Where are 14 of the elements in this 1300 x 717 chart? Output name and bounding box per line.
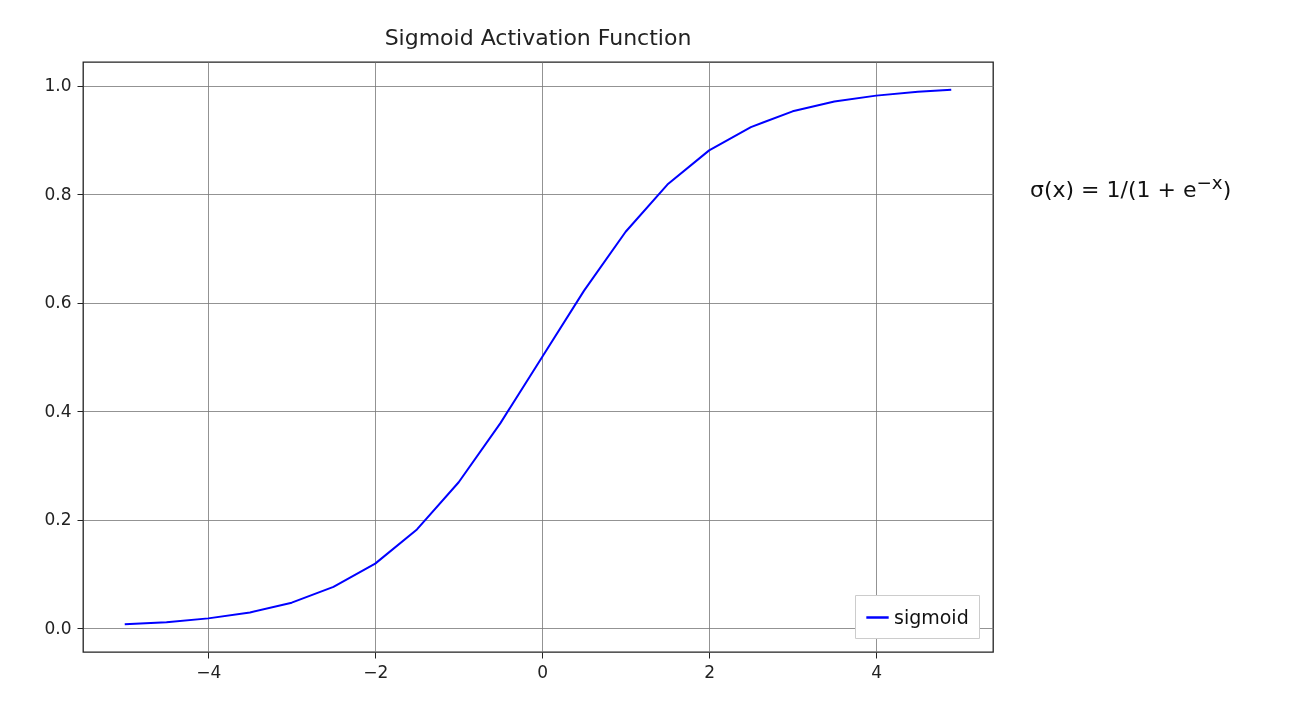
y-tick-label: 0.6 xyxy=(44,292,72,313)
y-tick-label: 1.0 xyxy=(44,75,72,96)
x-tick-label: −4 xyxy=(196,661,222,682)
chart-title: Sigmoid Activation Function xyxy=(384,25,692,50)
x-tick-label: 2 xyxy=(704,661,716,682)
text: σ(x) = 1/(1 + e$^{−x}$) xyxy=(1030,172,1232,203)
y-tick-label: 0.4 xyxy=(44,400,72,421)
legend-label: sigmoid xyxy=(894,605,969,628)
x-tick-label: 4 xyxy=(871,661,883,682)
y-tick-label: 0.8 xyxy=(44,183,72,204)
y-tick-label: 0.2 xyxy=(44,509,72,530)
x-tick-label: −2 xyxy=(363,661,389,682)
y-tick-label: 0.0 xyxy=(44,617,72,638)
x-tick-label: 0 xyxy=(537,661,549,682)
